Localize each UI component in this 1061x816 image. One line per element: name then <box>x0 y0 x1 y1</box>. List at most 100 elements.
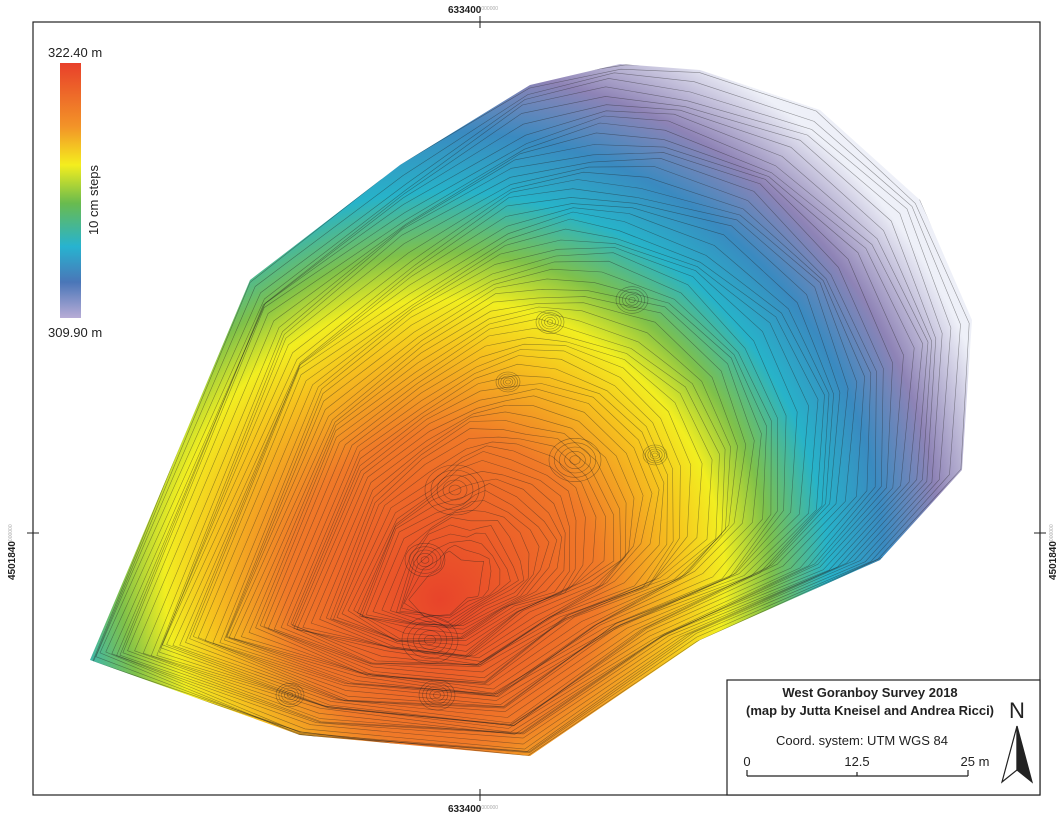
contour <box>361 482 558 630</box>
coord-system: Coord. system: UTM WGS 84 <box>776 733 948 748</box>
contour <box>372 500 540 626</box>
contour <box>267 336 703 679</box>
contour <box>223 260 772 695</box>
contour <box>407 621 453 659</box>
contour <box>263 327 713 683</box>
contour <box>357 470 566 638</box>
contour <box>225 268 767 695</box>
coord-value: 633400 <box>448 804 482 815</box>
contour <box>403 544 492 617</box>
contour <box>99 78 952 753</box>
contour <box>541 314 559 330</box>
contour <box>424 635 436 645</box>
contour <box>336 441 597 646</box>
contour <box>122 115 923 735</box>
contour <box>652 452 658 458</box>
contour <box>498 373 518 391</box>
contour <box>625 294 639 306</box>
contour <box>548 438 602 482</box>
contour <box>401 539 501 619</box>
contour <box>185 207 830 713</box>
contour <box>310 405 635 657</box>
legend-color-bar <box>60 63 81 318</box>
contour <box>255 311 726 684</box>
contour <box>430 469 480 511</box>
contour <box>286 692 294 698</box>
contour <box>418 630 442 650</box>
coord-bottom: 633400000000 <box>448 804 498 815</box>
contour <box>535 310 565 334</box>
contour <box>142 144 893 735</box>
north-label: N <box>1009 698 1025 723</box>
contour <box>412 625 448 655</box>
contour <box>500 375 516 389</box>
elevation-surface <box>90 64 972 756</box>
contour <box>347 451 577 642</box>
contour <box>275 683 305 707</box>
contour <box>119 110 929 739</box>
coord-value: 4501840 <box>7 541 18 580</box>
contour <box>286 355 674 665</box>
scale-bar <box>746 770 969 777</box>
coord-top: 633400000000 <box>448 5 498 16</box>
contour <box>401 616 459 664</box>
contour <box>292 375 665 667</box>
coord-value: 4501840 <box>1048 541 1059 580</box>
north-arrow <box>1000 725 1034 784</box>
contour <box>615 286 649 314</box>
contour <box>442 479 468 501</box>
scale-label: 0 <box>743 754 750 769</box>
legend-min: 309.90 m <box>48 325 102 340</box>
coord-suffix: 000000 <box>1049 524 1055 541</box>
contour <box>429 688 445 702</box>
contour <box>546 319 554 325</box>
coord-suffix: 000000 <box>481 6 498 12</box>
contour <box>353 460 570 640</box>
contour <box>290 363 668 666</box>
contour <box>390 517 525 629</box>
contour <box>645 446 665 464</box>
contour <box>642 444 668 466</box>
contour <box>95 72 961 754</box>
coord-right: 4501840000000 <box>1048 524 1059 580</box>
contour <box>628 297 636 303</box>
contour <box>212 247 787 701</box>
scale-label: 12.5 <box>844 754 869 769</box>
contour <box>564 451 586 469</box>
coord-suffix: 000000 <box>481 805 498 811</box>
contour <box>559 446 591 474</box>
info-subtitle: (map by Jutta Kneisel and Andrea Ricci) <box>746 703 994 718</box>
contour <box>341 445 586 642</box>
legend-label: 10 cm steps <box>86 164 101 235</box>
contour <box>156 157 877 729</box>
contour <box>618 289 646 311</box>
contour <box>248 306 731 686</box>
contour <box>160 171 865 725</box>
contour <box>622 291 642 309</box>
contour <box>179 203 834 718</box>
contour <box>150 152 884 733</box>
contour <box>219 252 778 697</box>
scale-label: 25 m <box>961 754 990 769</box>
contour <box>204 239 798 706</box>
contour <box>111 96 937 750</box>
contour <box>433 691 441 699</box>
contour <box>396 524 519 628</box>
contour <box>495 371 521 393</box>
contour <box>436 474 474 506</box>
contour <box>359 478 563 635</box>
contour <box>319 411 627 657</box>
contour <box>553 442 597 478</box>
contour <box>420 556 430 564</box>
contour <box>189 211 825 709</box>
contour <box>649 450 661 460</box>
contour <box>280 349 681 668</box>
contour <box>399 532 511 623</box>
contour <box>422 682 452 708</box>
contour <box>226 278 762 697</box>
info-title: West Goranboy Survey 2018 <box>782 685 957 700</box>
contour <box>424 464 486 516</box>
contour <box>404 543 446 577</box>
